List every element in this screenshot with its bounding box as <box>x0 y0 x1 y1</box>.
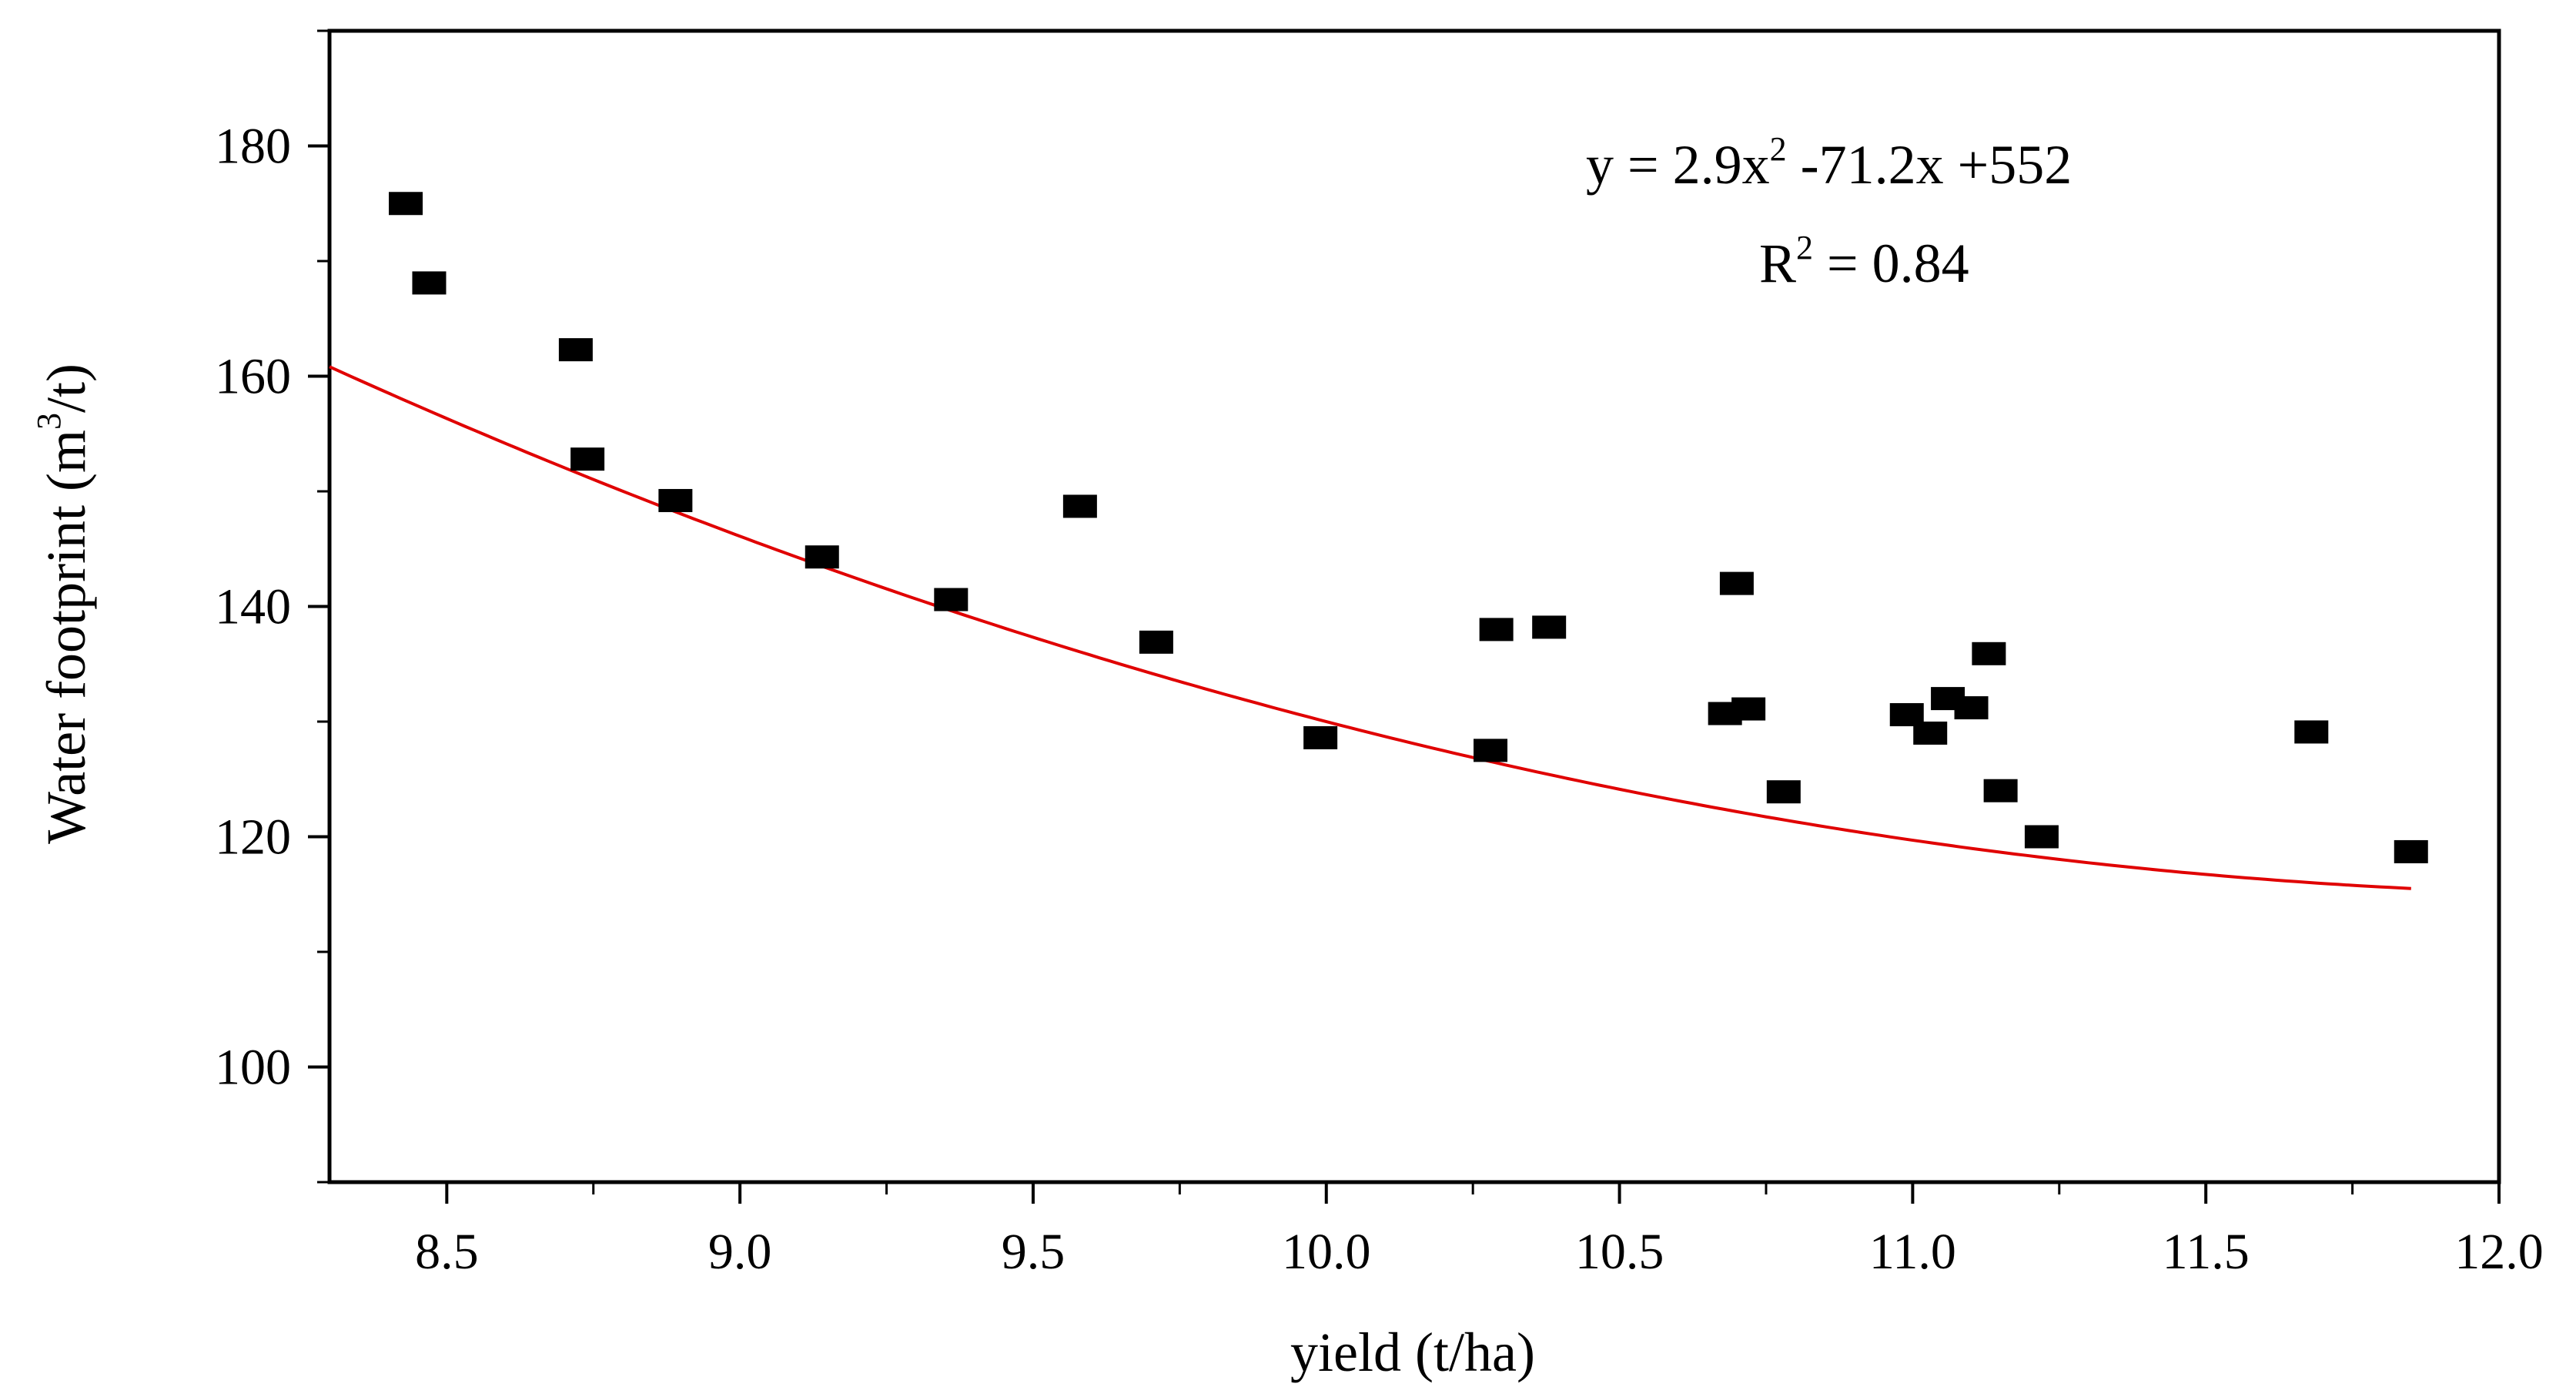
data-point <box>1766 780 1801 804</box>
data-point <box>2294 720 2329 744</box>
y-axis-title-suffix: /t) <box>35 363 97 413</box>
data-point <box>1062 494 1097 518</box>
data-point <box>2024 825 2059 849</box>
x-axis-title: yield (t/ha) <box>1290 1322 1535 1383</box>
r2-superscript: 2 <box>1796 229 1813 266</box>
y-tick-label: 140 <box>215 579 291 635</box>
data-point <box>1983 779 2018 802</box>
data-point <box>570 447 605 471</box>
equation-superscript: 2 <box>1770 130 1787 168</box>
data-point <box>1303 725 1338 749</box>
x-tick-label: 9.5 <box>1002 1224 1066 1280</box>
x-tick-label: 11.0 <box>1869 1224 1956 1280</box>
y-tick-label: 100 <box>215 1040 291 1096</box>
quadratic-fit-curve <box>329 365 2411 890</box>
data-point <box>412 271 447 295</box>
y-tick-label: 180 <box>215 119 291 175</box>
data-point <box>1719 571 1754 595</box>
x-tick-label: 11.5 <box>2163 1224 2250 1280</box>
data-point <box>1954 696 1989 720</box>
y-axis-title-superscript: 3 <box>30 413 68 430</box>
data-point <box>558 338 593 362</box>
y-tick-label: 120 <box>215 809 291 866</box>
x-tick-label: 10.5 <box>1575 1224 1664 1280</box>
equation-rest: -71.2x +552 <box>1787 134 2073 196</box>
data-point <box>1731 697 1766 721</box>
data-point <box>389 192 423 216</box>
r-squared-annotation: R2 = 0.84 <box>1759 229 1969 294</box>
data-point <box>1972 642 2006 665</box>
data-point <box>1532 615 1567 639</box>
r2-r: R <box>1759 233 1796 294</box>
y-axis-title: Water footprint (m3/t) <box>30 363 97 844</box>
data-point <box>658 488 693 512</box>
r2-rest: = 0.84 <box>1813 233 1969 294</box>
data-point <box>1139 630 1173 654</box>
y-tick-label: 160 <box>215 349 291 405</box>
data-points-layer <box>389 192 2428 863</box>
y-axis-title-prefix: Water footprint (m <box>35 430 97 844</box>
y-axis-ticks: 100 120 140 160 180 <box>215 29 330 1184</box>
x-tick-label: 12.0 <box>2454 1224 2544 1280</box>
x-tick-label: 8.5 <box>415 1224 479 1280</box>
data-point <box>2394 839 2428 863</box>
data-point <box>934 588 969 611</box>
fit-curve-layer <box>329 365 2411 890</box>
data-point <box>1474 739 1508 762</box>
x-axis-ticks: 8.5 9.0 9.5 10.0 10.5 11.0 11.5 12.0 <box>415 1182 2544 1280</box>
fit-equation-annotation: y = 2.9x2 -71.2x +552 <box>1586 130 2072 196</box>
data-point <box>1479 618 1514 642</box>
data-point <box>1913 721 1948 745</box>
data-point <box>805 545 839 569</box>
x-tick-label: 9.0 <box>708 1224 772 1280</box>
x-tick-label: 10.0 <box>1282 1224 1371 1280</box>
equation-y-part: y = 2.9x <box>1586 134 1770 196</box>
